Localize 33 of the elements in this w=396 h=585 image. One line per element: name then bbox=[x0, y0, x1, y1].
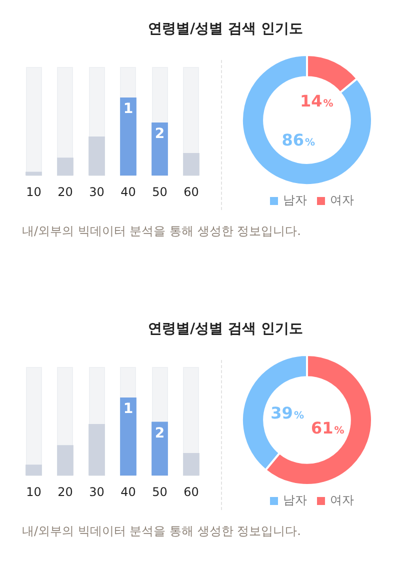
bar bbox=[26, 172, 42, 176]
x-tick-label: 10 bbox=[26, 184, 42, 199]
x-tick-label: 40 bbox=[120, 484, 136, 499]
legend-label: 남자 bbox=[283, 493, 307, 507]
x-tick-label: 30 bbox=[89, 484, 104, 499]
annotation: 2 bbox=[154, 126, 165, 142]
x-tick-label: 60 bbox=[184, 184, 199, 199]
text: 내/외부의 빅데이터 분석을 통해 생성한 정보입니다. bbox=[22, 523, 302, 540]
x-tick-label: 40 bbox=[120, 184, 136, 199]
x-tick-label: 20 bbox=[58, 184, 73, 199]
bar bbox=[183, 452, 200, 476]
bar bbox=[57, 158, 74, 176]
chart-title: 연령별/성별 검색 인기도 bbox=[148, 20, 303, 38]
annotation: 1 bbox=[123, 401, 134, 418]
data-label: 39% bbox=[270, 404, 304, 423]
data-label: 61% bbox=[311, 418, 344, 438]
bar bbox=[26, 464, 42, 476]
x-tick-label: 60 bbox=[184, 484, 199, 499]
x-tick-label: 20 bbox=[58, 484, 73, 499]
annotation: 2 bbox=[154, 425, 165, 442]
x-tick-label: 50 bbox=[152, 184, 168, 199]
bar bbox=[183, 152, 200, 176]
x-tick-label: 30 bbox=[89, 184, 104, 199]
x-tick-label: 50 bbox=[152, 484, 168, 499]
legend-label: 여자 bbox=[330, 493, 354, 507]
x-tick-label: 10 bbox=[26, 484, 42, 499]
legend-label: 여자 bbox=[330, 193, 354, 207]
legend-label: 남자 bbox=[283, 193, 307, 207]
text: 내/외부의 빅데이터 분석을 통해 생성한 정보입니다. bbox=[22, 223, 302, 240]
data-label: 86% bbox=[282, 130, 316, 150]
annotation: 1 bbox=[123, 101, 134, 118]
chart-title: 연령별/성별 검색 인기도 bbox=[148, 320, 303, 338]
data-label: 14% bbox=[300, 92, 334, 111]
